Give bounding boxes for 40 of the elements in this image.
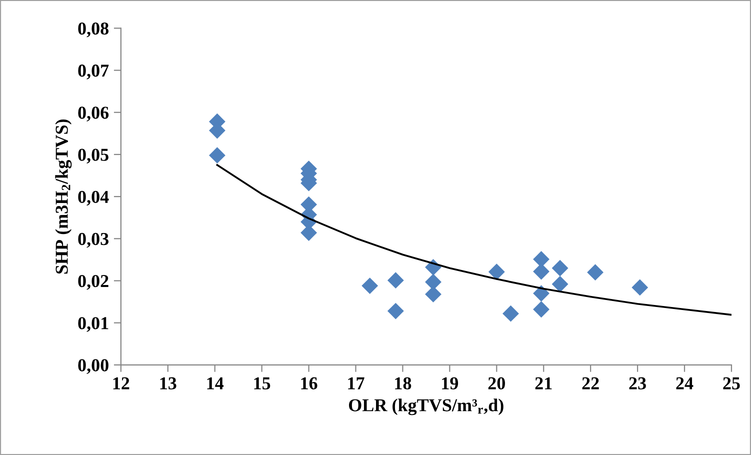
- y-tick-label: 0,04: [78, 190, 109, 206]
- x-tick-label: 24: [676, 377, 694, 390]
- y-tick-label: 0,02: [78, 274, 108, 290]
- x-axis-title: OLR (kgTVS/m³$_{r}$,d): [348, 398, 504, 416]
- x-tick-label: 14: [207, 377, 224, 390]
- x-tick-label: 25: [723, 377, 740, 390]
- line-series: [216, 164, 732, 316]
- point: [533, 285, 550, 302]
- point: [587, 264, 604, 281]
- y-tick-label: 0,00: [78, 359, 108, 374]
- y-tick-label: 0,01: [78, 317, 108, 332]
- x-tick-label: 16: [301, 377, 318, 390]
- y-axis-title: SHP (m3H$_{2}$/kgTVS): [55, 120, 72, 274]
- y-tick-label: 0,06: [78, 106, 109, 122]
- point: [387, 302, 404, 320]
- point: [488, 264, 505, 280]
- x-tick-label: 18: [395, 377, 412, 390]
- y-tick-label: 0,03: [78, 232, 108, 248]
- x-tick-label: 23: [629, 377, 646, 390]
- x-tick-label: 19: [442, 377, 458, 390]
- x-tick-label: 21: [535, 377, 552, 390]
- x-tick-label: 22: [582, 377, 599, 390]
- point: [533, 263, 550, 280]
- x-tick-label: 15: [254, 377, 270, 390]
- x-tick-label: 20: [488, 377, 505, 390]
- point: [387, 272, 404, 289]
- x-tick-label: 13: [160, 377, 176, 390]
- point: [632, 279, 648, 296]
- point: [362, 278, 378, 294]
- point: [208, 147, 226, 164]
- y-tick-label: 0,08: [78, 22, 109, 38]
- y-tick-label: 0,05: [78, 148, 108, 164]
- y-tick-label: 0,07: [78, 64, 109, 80]
- x-tick-label: 17: [348, 377, 364, 390]
- point: [533, 301, 550, 318]
- point: [502, 305, 519, 322]
- point: [552, 260, 568, 276]
- point: [552, 276, 568, 292]
- point: [533, 251, 550, 268]
- x-tick-label: 12: [113, 377, 130, 390]
